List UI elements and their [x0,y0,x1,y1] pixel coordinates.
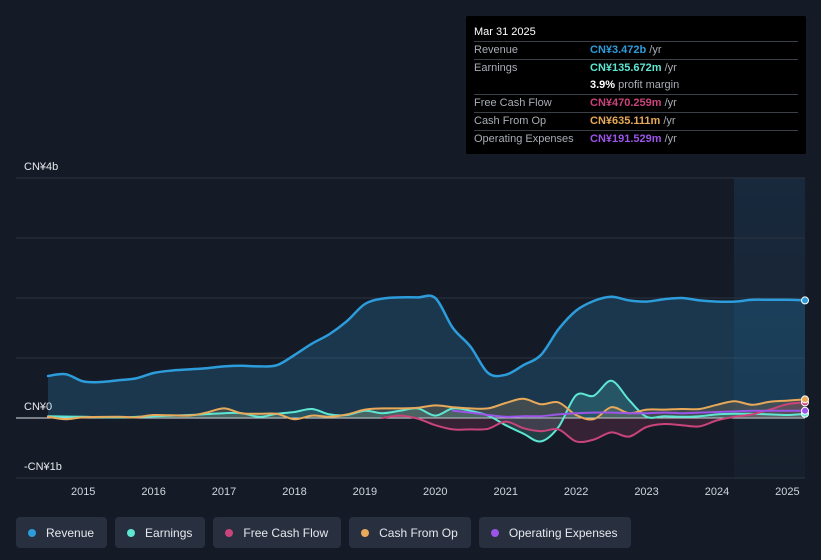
y-tick-label: CN¥4b [24,161,58,173]
tooltip-row-value: CN¥470.259m [590,97,662,109]
cfo-line [47,397,806,421]
x-tick-label: 2018 [282,486,306,498]
x-tick-label: 2021 [493,486,517,498]
legend-dot-icon [28,528,36,537]
tooltip-row-unit: /yr [664,97,677,109]
tooltip-row-value: CN¥135.672m [590,62,662,74]
legend-dot-icon [127,528,136,537]
legend-dot-icon [225,528,234,537]
tooltip-panel: Mar 31 2025 Revenue CN¥3.472b/yr Earnings C… [466,16,806,154]
legend-item-cash-from-op[interactable]: Cash From Op [349,517,471,548]
cfo-endpoint [801,395,809,404]
legend-item-operating-expenses[interactable]: Operating Expenses [478,517,631,548]
legend-label: Cash From Op [379,525,458,540]
x-tick-label: 2015 [71,486,95,498]
y-tick-label: -CN¥1b [24,461,62,473]
tooltip-date: Mar 31 2025 [474,26,536,38]
x-tick-label: 2024 [705,486,729,498]
tooltip-row-label: Revenue [474,44,519,56]
legend-dot-icon [361,528,370,537]
tooltip-row: Operating Expenses CN¥191.529m/yr [474,130,798,148]
legend-label: Free Cash Flow [243,525,329,540]
tooltip-row: Free Cash Flow CN¥470.259m/yr [474,94,798,112]
legend: Revenue Earnings Free Cash Flow Cash From O… [16,517,631,548]
tooltip-row-label: Earnings [474,62,518,74]
legend-label: Revenue [46,525,95,540]
tooltip-row-label [474,77,590,94]
tooltip-row-value: CN¥3.472b [590,44,647,56]
fcf-area [382,402,805,443]
x-tick-label: 2017 [212,486,236,498]
revenue-endpoint [801,296,809,305]
x-tick-label: 2016 [141,486,165,498]
x-tick-label: 2023 [634,486,658,498]
tooltip-row-label: Free Cash Flow [474,97,552,109]
cfo-area [48,398,805,420]
y-tick-label: CN¥0 [24,401,52,413]
tooltip-row-value: CN¥635.111m [590,115,661,127]
opex-line [451,409,806,418]
highlight-band [734,178,805,479]
tooltip-row-unit: /yr [664,62,677,74]
tooltip-row: Revenue CN¥3.472b/yr [474,41,798,59]
tooltip-row: Cash From Op CN¥635.111m/yr [474,112,798,130]
revenue-area [48,295,805,418]
tooltip-row-unit: /yr [664,133,677,145]
tooltip-row-value: 3.9% [590,79,616,91]
x-tick-label: 2020 [423,486,447,498]
legend-item-free-cash-flow[interactable]: Free Cash Flow [213,517,342,548]
opex-endpoint [801,406,809,415]
x-tick-label: 2025 [775,486,799,498]
tooltip-row-value: CN¥191.529m [590,133,662,145]
x-tick-label: 2022 [564,486,588,498]
tooltip-row-unit: /yr [663,115,676,127]
revenue-line [46,294,807,384]
legend-item-revenue[interactable]: Revenue [16,517,108,548]
legend-label: Earnings [145,525,193,540]
legend-item-earnings[interactable]: Earnings [115,517,206,548]
legend-label: Operating Expenses [508,525,618,540]
tooltip-row: Earnings CN¥135.672m/yr [474,59,798,77]
tooltip-row-unit: profit margin [618,79,680,91]
fcf-line [381,401,806,444]
tooltip-row-label: Operating Expenses [474,133,574,145]
tooltip-row: 3.9% profit margin [474,77,798,94]
legend-dot-icon [490,528,499,537]
earnings-area [48,380,805,442]
tooltip-row-label: Cash From Op [474,115,547,127]
tooltip-row-unit: /yr [649,44,662,56]
x-tick-label: 2019 [353,486,377,498]
